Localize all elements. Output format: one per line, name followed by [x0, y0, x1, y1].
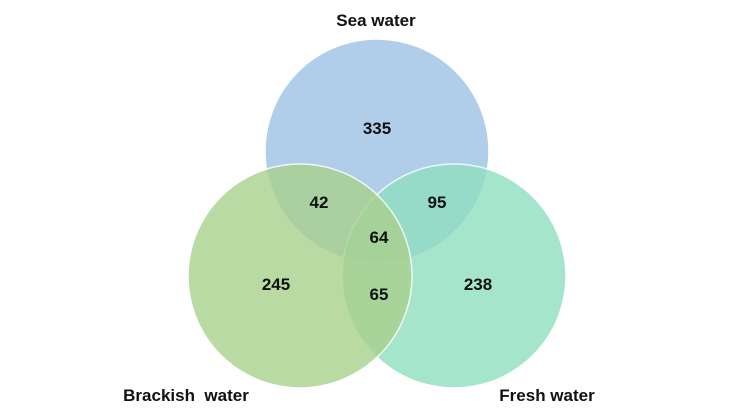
- sea-only-count: 335: [363, 119, 391, 138]
- fresh-only-count: 238: [464, 275, 492, 294]
- brackish-fresh-count: 65: [370, 285, 389, 304]
- brackish-only-count: 245: [262, 275, 290, 294]
- fresh-water-label: Fresh water: [499, 386, 595, 405]
- sea-brackish-count: 42: [310, 193, 329, 212]
- brackish-water-circle: [187, 163, 413, 389]
- sea-fresh-count: 95: [428, 193, 447, 212]
- all-three-count: 64: [370, 228, 389, 247]
- brackish-water-label: Brackish water: [123, 386, 249, 405]
- sea-water-label: Sea water: [336, 11, 416, 30]
